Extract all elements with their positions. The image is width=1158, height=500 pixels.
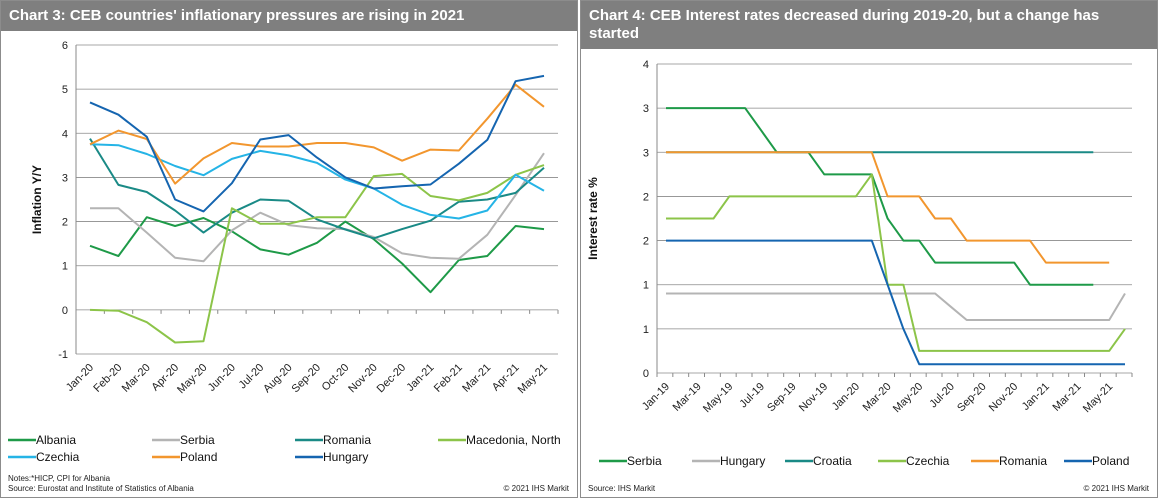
y-tick-label: 1 (643, 280, 649, 292)
x-tick-label: Nov-19 (797, 381, 831, 415)
x-tick-label: Sep-20 (290, 362, 324, 396)
x-tick-label: Mar-21 (1051, 381, 1084, 414)
x-tick-label: Mar-20 (120, 362, 153, 395)
x-tick-label: Feb-20 (91, 362, 124, 395)
y-tick-label: 2 (643, 191, 649, 203)
y-tick-label: 3 (62, 172, 68, 184)
x-tick-label: Jan-21 (404, 362, 436, 394)
legend-label: Czechia (36, 450, 80, 464)
legend-label: Poland (1092, 454, 1129, 468)
chart-3-svg: -10123456Jan-20Feb-20Mar-20Apr-20May-20J… (8, 40, 561, 464)
x-tick-label: May-20 (891, 381, 925, 415)
y-tick-label: -1 (58, 349, 68, 361)
series-line-poland (666, 239, 1125, 366)
legend-label: Croatia (813, 454, 852, 468)
x-tick-label: Sep-20 (955, 381, 989, 415)
y-tick-label: 5 (62, 84, 68, 96)
x-tick-label: Mar-20 (861, 381, 894, 414)
y-tick-label: 1 (62, 261, 68, 273)
x-tick-label: May-19 (701, 381, 735, 415)
x-tick-label: May-20 (175, 362, 209, 396)
y-tick-label: 4 (62, 128, 68, 140)
x-tick-label: Nov-20 (346, 362, 380, 396)
x-tick-label: Oct-20 (320, 362, 352, 394)
y-tick-label: 3 (643, 147, 649, 159)
legend-label: Romania (999, 454, 1047, 468)
x-tick-label: Jul-20 (927, 381, 957, 411)
series-line-macedonia-north (89, 164, 545, 344)
chart-4-source: Source: IHS Markit (588, 484, 656, 493)
x-tick-label: Aug-20 (261, 362, 295, 396)
x-tick-label: Mar-21 (460, 362, 493, 395)
x-tick-label: Jan-20 (64, 362, 96, 394)
y-tick-label: 6 (62, 40, 68, 52)
series-line-romania (666, 151, 1110, 264)
legend-label: Hungary (720, 454, 765, 468)
legend-label: Romania (323, 433, 371, 447)
chart-3-title: Chart 3: CEB countries' inflationary pre… (1, 1, 577, 31)
y-tick-label: 0 (62, 305, 68, 317)
y-tick-label: 2 (62, 217, 68, 229)
x-tick-label: Jan-19 (640, 381, 672, 413)
x-tick-label: Jun-20 (206, 362, 238, 394)
y-tick-label: 2 (643, 236, 649, 248)
y-tick-label: 0 (643, 368, 649, 380)
y-tick-label: 1 (643, 324, 649, 336)
legend-label: Serbia (627, 454, 662, 468)
chart-4-panel: Chart 4: CEB Interest rates decreased du… (580, 0, 1158, 498)
x-tick-label: Jul-19 (737, 381, 767, 411)
y-tick-label: 3 (643, 103, 649, 115)
y-axis-label: Interest rate % (586, 177, 600, 260)
x-tick-label: Sep-19 (765, 381, 799, 415)
x-tick-label: Feb-21 (432, 362, 465, 395)
x-tick-label: Nov-20 (987, 381, 1021, 415)
y-tick-label: 4 (643, 59, 649, 71)
x-tick-label: May-21 (516, 362, 550, 396)
series-line-serbia (666, 107, 1094, 286)
legend-label: Serbia (180, 433, 215, 447)
series-line-romania (89, 138, 545, 240)
chart-4-title: Chart 4: CEB Interest rates decreased du… (581, 1, 1157, 49)
x-tick-label: Jan-21 (1020, 381, 1052, 413)
legend-label: Hungary (323, 450, 368, 464)
legend-label: Poland (180, 450, 217, 464)
series-line-hungary (666, 292, 1126, 321)
legend-label: Czechia (906, 454, 950, 468)
chart-3-copyright: © 2021 IHS Markit (503, 484, 569, 493)
legend-label: Macedonia, North (466, 433, 561, 447)
chart-3-notes: Notes:*HICP, CPI for Albania (8, 474, 111, 483)
series-line-albania (89, 216, 545, 294)
x-tick-label: Dec-20 (375, 362, 409, 396)
y-axis-label: Inflation Y/Y (30, 165, 44, 234)
series-line-poland (89, 83, 545, 185)
series-line-hungary (89, 74, 545, 213)
chart-3-panel: Chart 3: CEB countries' inflationary pre… (0, 0, 578, 498)
x-tick-label: Jan-20 (830, 381, 862, 413)
x-tick-label: May-21 (1081, 381, 1115, 415)
x-tick-label: Mar-19 (671, 381, 704, 414)
series-line-serbia (90, 152, 545, 263)
chart-4-copyright: © 2021 IHS Markit (1083, 484, 1149, 493)
chart-3-source: Source: Eurostat and Institute of Statis… (8, 484, 194, 493)
series-line-czechia (666, 173, 1126, 352)
legend-label: Albania (36, 433, 76, 447)
series-line-czechia (89, 143, 545, 220)
